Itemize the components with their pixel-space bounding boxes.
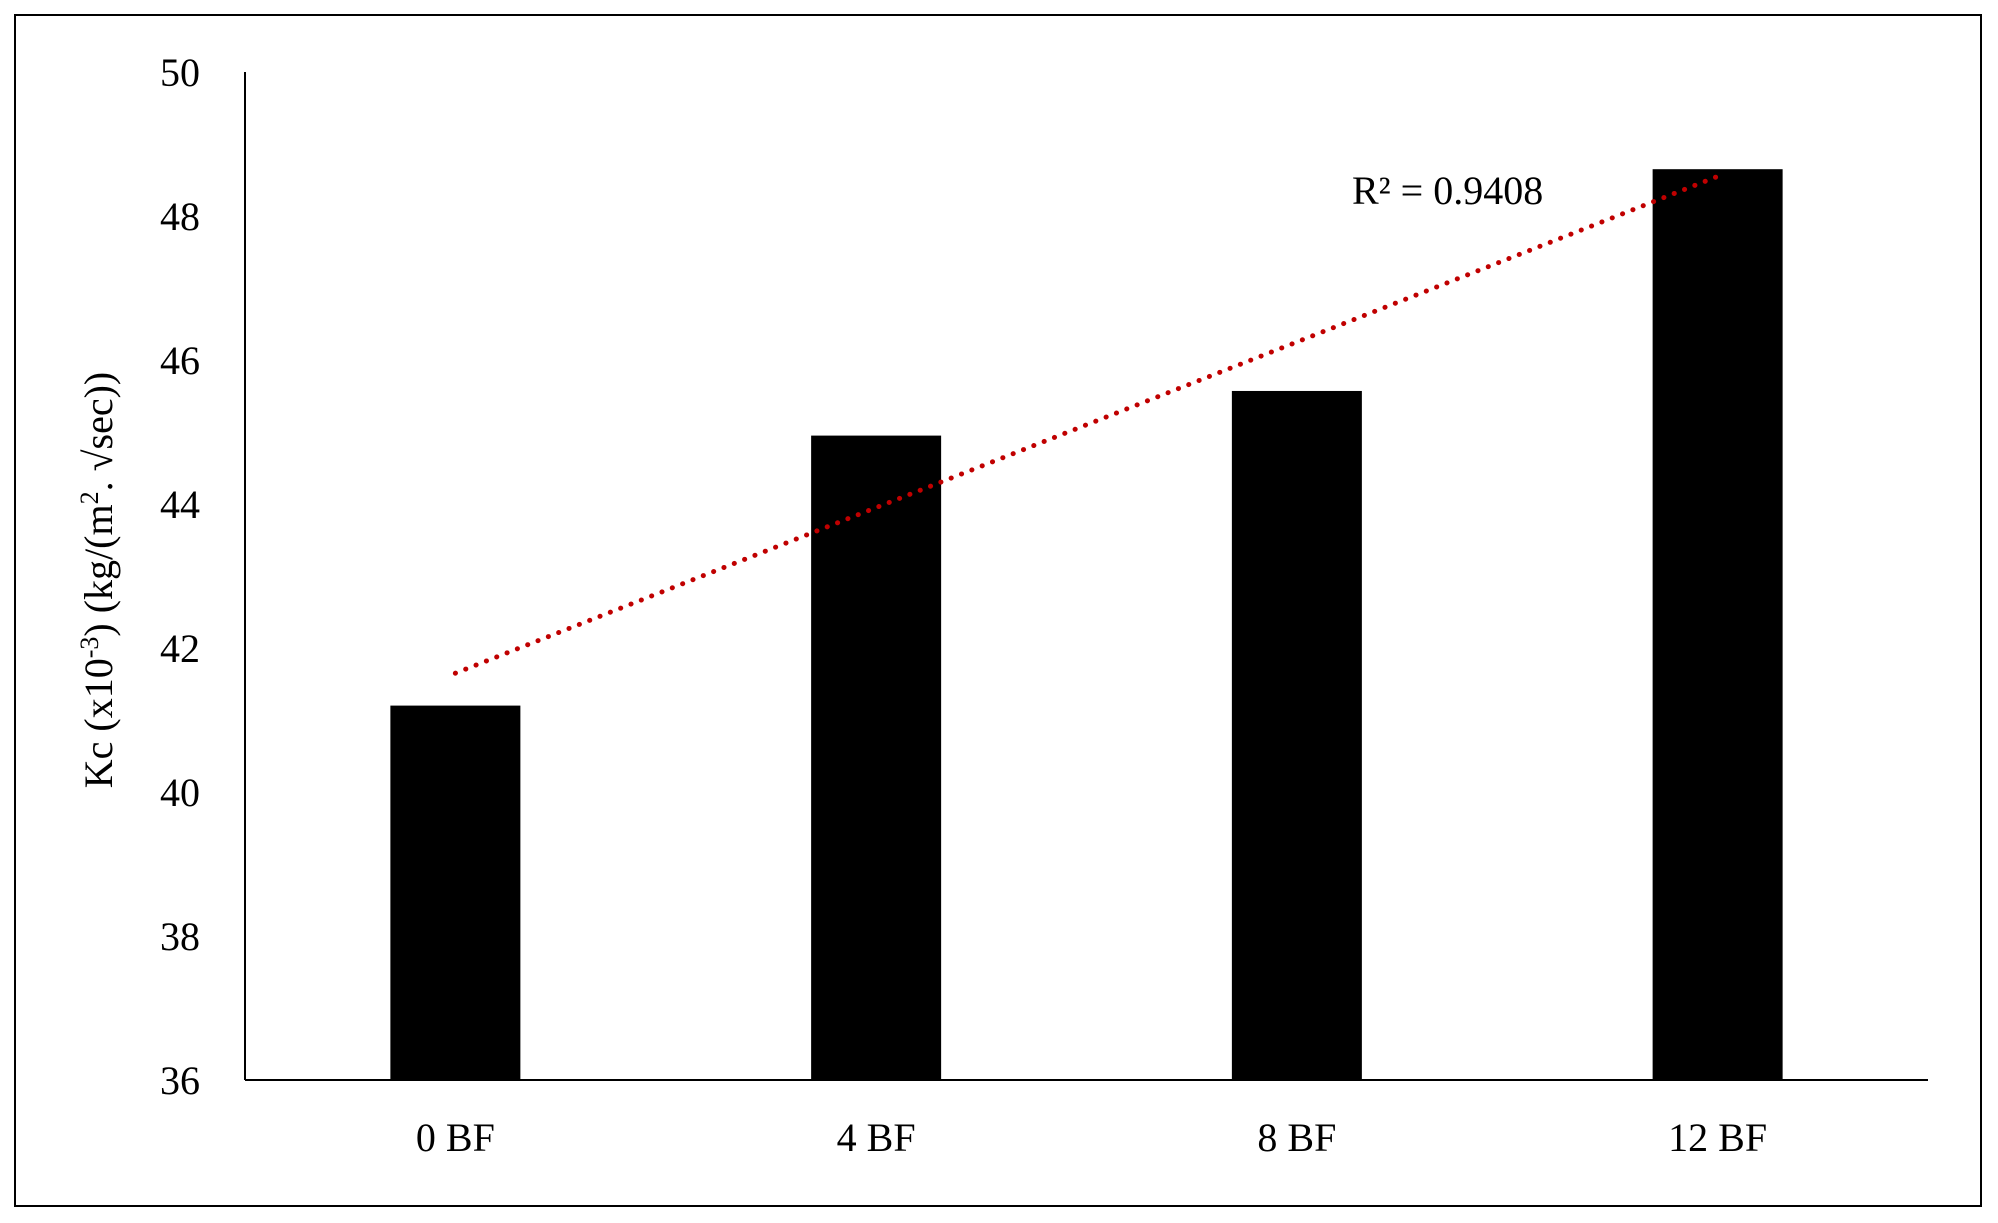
y-tick-label: 44 [160, 482, 200, 527]
y-tick-labels: 36 38 40 42 44 46 48 50 [160, 50, 200, 1103]
y-tick-label: 46 [160, 338, 200, 383]
y-tick-label: 40 [160, 770, 200, 815]
x-tick-label: 8 BF [1257, 1115, 1336, 1160]
y-tick-label: 50 [160, 50, 200, 95]
bars-group [390, 169, 1783, 1081]
y-axis-title-exponent: -3 [75, 637, 104, 659]
r-squared-annotation: R² = 0.9408 [1352, 168, 1543, 213]
y-tick-label: 42 [160, 626, 200, 671]
x-tick-label: 4 BF [837, 1115, 916, 1160]
y-axis-title-mid: ) (kg/(m [76, 504, 121, 636]
bar-4-bf [811, 435, 942, 1081]
x-tick-labels: 0 BF 4 BF 8 BF 12 BF [416, 1115, 1767, 1160]
y-tick-label: 38 [160, 914, 200, 959]
y-axis-title-end: . √sec)) [76, 372, 121, 492]
y-tick-label: 36 [160, 1058, 200, 1103]
y-tick-label: 48 [160, 194, 200, 239]
x-tick-label: 12 BF [1668, 1115, 1767, 1160]
trendline [452, 173, 1721, 676]
bar-8-bf [1231, 390, 1362, 1081]
y-axis-title-exponent2: 2 [75, 491, 104, 504]
y-axis-title: Kc (x10-3) (kg/(m2. √sec)) [75, 372, 122, 789]
y-axis-title-base: Kc (x10 [76, 658, 121, 788]
bar-0-bf [390, 705, 521, 1080]
x-tick-label: 0 BF [416, 1115, 495, 1160]
bar-12-bf [1652, 169, 1783, 1080]
trendline-group [452, 173, 1721, 676]
axes-group [244, 72, 1928, 1081]
